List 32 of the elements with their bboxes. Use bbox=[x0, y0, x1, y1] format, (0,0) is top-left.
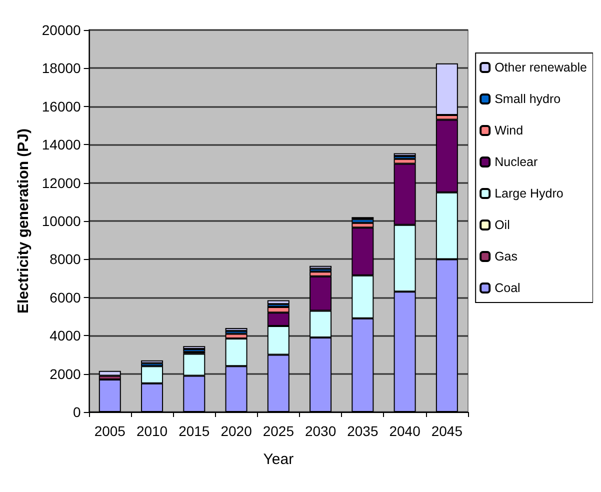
x-tick-label: 2045 bbox=[431, 423, 463, 439]
legend-label: Other renewable bbox=[494, 60, 588, 74]
y-tick-label: 4000 bbox=[50, 328, 82, 344]
y-tick-label: 8000 bbox=[50, 251, 82, 268]
y-tick-label: 16000 bbox=[42, 98, 82, 114]
legend-label: Nuclear bbox=[494, 155, 538, 169]
x-tick-label: 2010 bbox=[136, 423, 168, 439]
legend-label: Coal bbox=[494, 281, 520, 295]
x-tick-label: 2030 bbox=[304, 423, 336, 439]
y-tick-label: 12000 bbox=[42, 174, 82, 191]
legend-label: Gas bbox=[494, 250, 518, 264]
y-axis-title: Electricity generation (PJ) bbox=[15, 128, 32, 314]
x-tick-label: 2015 bbox=[178, 423, 210, 439]
x-axis-title: Year bbox=[263, 451, 294, 468]
y-tick-label: 6000 bbox=[50, 289, 82, 306]
y-tick-label: 10000 bbox=[42, 213, 82, 229]
legend-label: Wind bbox=[494, 124, 524, 138]
x-tick-label: 2005 bbox=[94, 423, 126, 439]
y-tick-label: 0 bbox=[73, 404, 82, 420]
x-tick-label: 2040 bbox=[389, 423, 421, 439]
legend-label: Oil bbox=[494, 218, 510, 232]
bar bbox=[98, 370, 121, 376]
y-tick-label: 14000 bbox=[42, 136, 82, 153]
x-tick-label: 2020 bbox=[220, 423, 252, 439]
y-tick-label: 18000 bbox=[42, 60, 82, 76]
legend-label: Large Hydro bbox=[494, 186, 564, 200]
x-tick-label: 2025 bbox=[262, 423, 294, 439]
bar bbox=[267, 300, 290, 304]
y-tick-label: 2000 bbox=[50, 366, 82, 382]
legend-label: Small hydro bbox=[494, 92, 561, 106]
y-tick-label: 20000 bbox=[42, 22, 82, 38]
x-tick-label: 2035 bbox=[347, 423, 378, 439]
